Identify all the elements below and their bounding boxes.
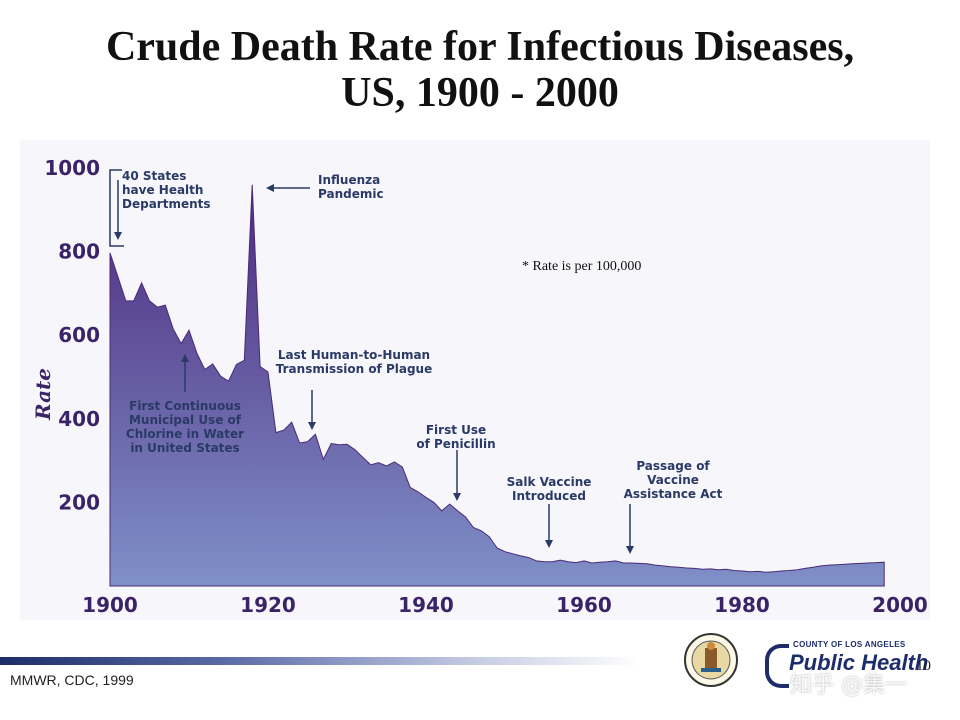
x-tick-1980: 1980 [714,593,770,617]
annotation-text: Salk Vaccine [507,475,592,489]
x-tick-1900: 1900 [82,593,138,617]
rate-note: * Rate is per 100,000 [522,259,641,274]
county-seal-icon [684,633,738,687]
footer-bar [0,657,640,665]
annotation-text: Assistance Act [624,487,723,501]
y-tick-400: 400 [58,407,100,431]
source-citation: MMWR, CDC, 1999 [10,672,134,688]
annotation-text: Influenza [318,173,380,187]
x-tick-1960: 1960 [556,593,612,617]
y-tick-200: 200 [58,490,100,514]
page-number: 10 [916,658,931,674]
y-tick-600: 600 [58,323,100,347]
y-tick-1000: 1000 [44,156,100,180]
logo-mark-icon [765,644,789,688]
x-tick-2000: 2000 [872,593,928,617]
annotation-text: Transmission of Plague [276,362,432,376]
public-health-logo: COUNTY OF LOS ANGELES Public Health [763,640,938,688]
x-tick-1940: 1940 [398,593,454,617]
x-axis: 1900 1920 1940 1960 1980 2000 [82,593,928,617]
annotation-text: Chlorine in Water [126,427,244,441]
title-line-1: Crude Death Rate for Infectious Diseases… [105,24,855,70]
annotation-text: First Use [426,423,486,437]
logo-big-text: Public Health [789,650,929,675]
death-rate-chart: 200 400 600 800 1000 1900 1920 1940 1960 1980 200… [20,140,930,620]
annotation-text: Passage of [636,459,710,473]
annotation-text: First Continuous [129,399,241,413]
annotation-text: have Health [122,183,203,197]
watermark: 知乎 @集一 [790,673,907,698]
slide-title: Crude Death Rate for Infectious Diseases… [0,24,960,116]
annotation-text: Pandemic [318,187,384,201]
x-tick-1920: 1920 [240,593,296,617]
y-axis-label: Rate [31,368,55,421]
annotation-text: Departments [122,197,211,211]
annotation-text: 40 States [122,169,186,183]
annotation-text: in United States [130,441,239,455]
annotation-text: of Penicillin [416,437,495,451]
logo-small-text: COUNTY OF LOS ANGELES [793,640,906,649]
death-rate-area [109,184,885,587]
y-axis: 200 400 600 800 1000 [44,156,100,514]
title-line-2: US, 1900 - 2000 [341,70,619,116]
annotation-text: Vaccine [647,473,699,487]
annotation-bracket [109,169,124,247]
annotation-text: Last Human-to-Human [278,348,430,362]
y-tick-800: 800 [58,240,100,264]
annotation-text: Introduced [512,489,586,503]
annotation-text: Municipal Use of [129,413,242,427]
